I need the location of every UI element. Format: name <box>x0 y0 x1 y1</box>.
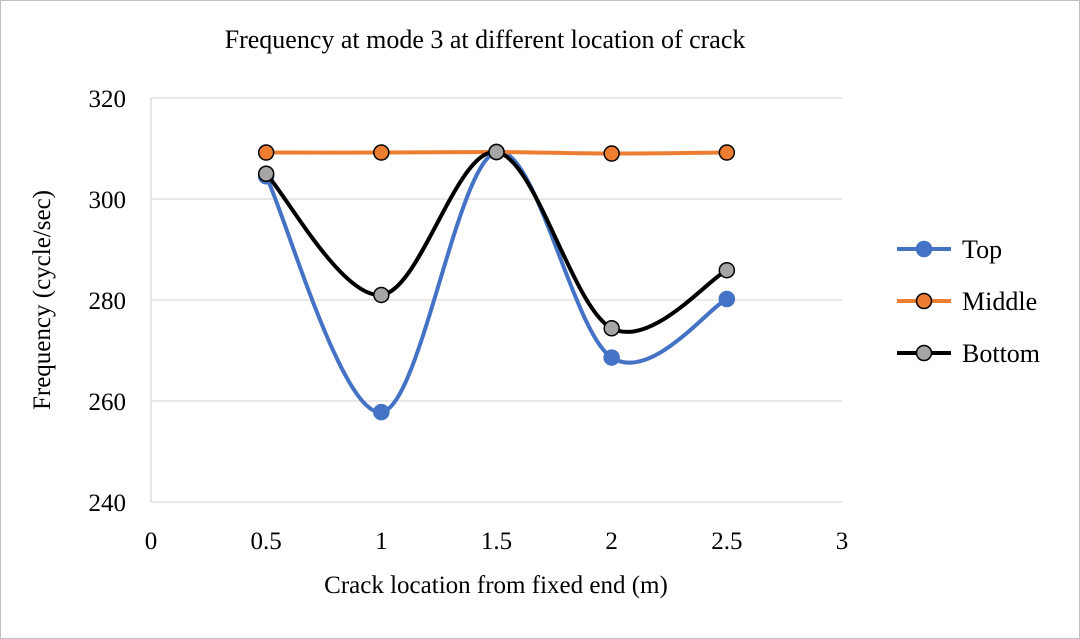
legend-marker-bottom <box>915 344 933 362</box>
x-tick-label-0_5: 0.5 <box>251 528 282 555</box>
series-group <box>257 143 736 421</box>
legend: Top Middle Bottom <box>897 235 1040 368</box>
legend-marker-top <box>915 240 933 258</box>
legend-label-top: Top <box>962 235 1002 264</box>
legend-label-middle: Middle <box>962 287 1037 316</box>
y-tick-label-320: 320 <box>89 86 127 113</box>
data-point-middle-4 <box>718 144 736 161</box>
data-point-bottom-4 <box>718 261 736 279</box>
data-point-middle-0 <box>257 144 275 161</box>
data-point-bottom-2 <box>488 143 505 161</box>
x-tick-label-0: 0 <box>145 528 158 555</box>
x-tick-label-1: 1 <box>375 528 388 555</box>
x-tick-label-3: 3 <box>836 528 849 555</box>
legend-label-bottom: Bottom <box>962 339 1040 368</box>
y-tick-label-260: 260 <box>89 389 127 416</box>
y-tick-label-240: 240 <box>89 490 127 517</box>
data-point-middle-1 <box>373 144 390 161</box>
data-point-bottom-1 <box>373 286 390 304</box>
x-axis-title: Crack location from fixed end (m) <box>324 572 668 599</box>
data-point-middle-3 <box>603 145 620 162</box>
series-line-bottom <box>264 150 728 334</box>
legend-marker-middle <box>915 292 933 310</box>
data-point-top-3 <box>603 349 620 366</box>
y-axis-title: Frequency (cycle/sec) <box>29 190 56 410</box>
x-tick-label-1_5: 1.5 <box>481 528 512 555</box>
data-point-top-4 <box>718 290 736 308</box>
data-point-bottom-3 <box>603 320 620 337</box>
y-tick-label-300: 300 <box>89 187 127 214</box>
x-tick-label-2_5: 2.5 <box>711 528 742 555</box>
chart-title: Frequency at mode 3 at different locatio… <box>225 25 746 54</box>
x-tick-label-2: 2 <box>605 528 618 555</box>
x-axis-ticks: 0 0.5 1 1.5 2 2.5 3 <box>145 528 849 555</box>
data-point-bottom-0 <box>257 165 275 182</box>
y-axis-ticks: 240 260 280 300 320 <box>89 86 127 517</box>
y-tick-label-280: 280 <box>89 288 127 315</box>
data-point-top-1 <box>373 403 390 421</box>
series-line-top <box>264 150 728 415</box>
gridlines <box>150 97 842 503</box>
